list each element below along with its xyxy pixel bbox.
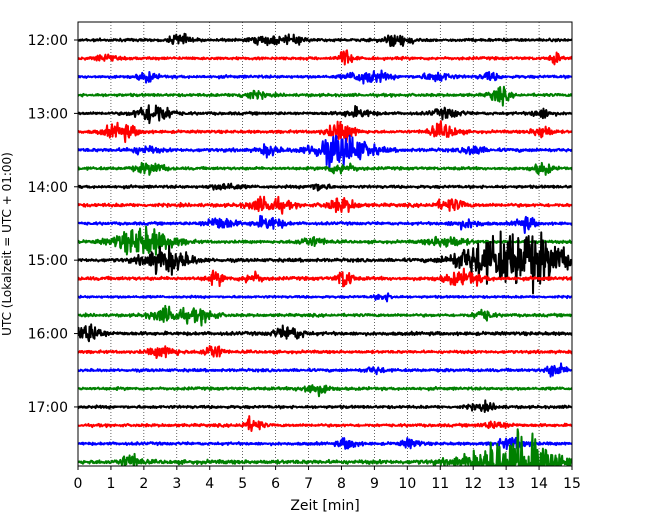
trace-line xyxy=(78,134,572,170)
trace-line xyxy=(78,304,572,327)
trace-line xyxy=(78,344,572,360)
x-tick-label: 6 xyxy=(271,476,280,492)
x-tick-label: 8 xyxy=(337,476,346,492)
trace-line xyxy=(78,85,572,107)
x-tick-label: 10 xyxy=(398,476,416,492)
y-tick-label: 12:00 xyxy=(28,33,68,49)
trace-line xyxy=(78,120,572,144)
trace-line xyxy=(78,182,572,192)
y-tick-label: 16:00 xyxy=(28,327,68,343)
x-tick-label: 4 xyxy=(205,476,214,492)
trace-line xyxy=(78,214,572,235)
x-tick-label: 12 xyxy=(464,476,482,492)
trace-line xyxy=(78,399,572,414)
x-tick-label: 14 xyxy=(530,476,548,492)
trace-line xyxy=(78,230,572,295)
x-tick-label: 3 xyxy=(172,476,181,492)
x-tick-label: 2 xyxy=(139,476,148,492)
x-tick-label: 0 xyxy=(74,476,83,492)
y-axis-label: UTC (Lokalzeit = UTC + 01:00) xyxy=(0,152,14,336)
x-axis-label: Zeit [min] xyxy=(290,498,359,514)
y-tick-label: 17:00 xyxy=(28,400,68,416)
plot-frame xyxy=(77,21,573,467)
x-tick-label: 13 xyxy=(497,476,515,492)
x-tick-label: 11 xyxy=(431,476,449,492)
trace-line xyxy=(78,195,572,215)
trace-line xyxy=(78,267,572,288)
trace-line xyxy=(78,384,572,398)
x-tick-label: 5 xyxy=(238,476,247,492)
trace-line xyxy=(78,362,572,378)
trace-line xyxy=(78,436,572,451)
x-tick-label: 9 xyxy=(370,476,379,492)
y-tick-label: 15:00 xyxy=(28,253,68,269)
trace-line xyxy=(78,428,572,466)
trace-line xyxy=(78,161,572,176)
seismogram-traces xyxy=(78,32,572,466)
trace-line xyxy=(78,323,572,343)
x-axis: 0 1 2 3 4 5 6 7 8 9 10 11 12 13 14 15 xyxy=(74,466,581,492)
x-tick-label: 7 xyxy=(304,476,313,492)
y-tick-label: 13:00 xyxy=(28,106,68,122)
x-tick-label: 15 xyxy=(563,476,581,492)
trace-line xyxy=(78,49,572,66)
trace-line xyxy=(78,225,572,256)
trace-line xyxy=(78,415,572,432)
trace-line xyxy=(78,32,572,48)
trace-line xyxy=(78,292,572,303)
y-axis: 12:00 13:00 14:00 15:00 16:00 17:00 xyxy=(28,33,78,416)
trace-line xyxy=(78,69,572,85)
trace-line xyxy=(78,104,572,125)
y-tick-label: 14:00 xyxy=(28,180,68,196)
x-tick-label: 1 xyxy=(106,476,115,492)
